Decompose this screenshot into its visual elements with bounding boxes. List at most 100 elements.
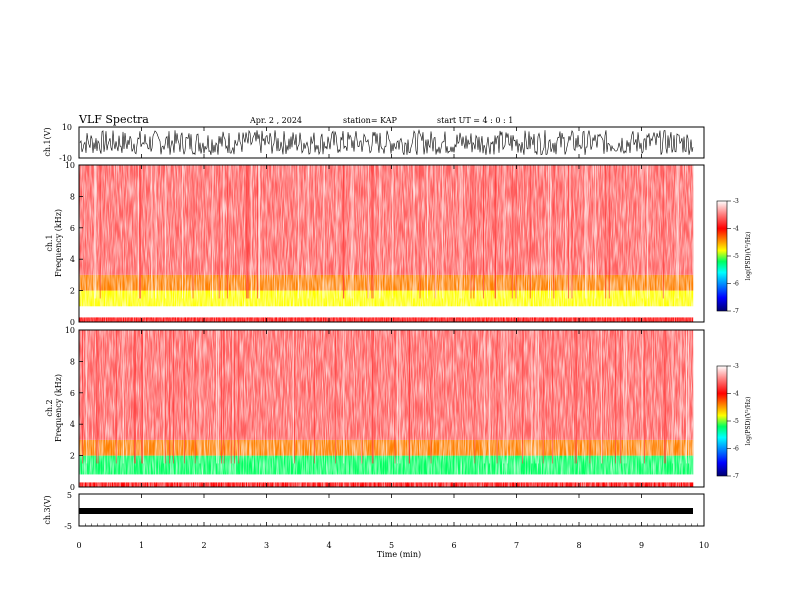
spectrogram-streak <box>143 330 145 464</box>
spectrogram-streak <box>665 330 667 464</box>
colorbar-ch1-label: log(PSD)(V²/Hz) <box>745 232 752 281</box>
ytick-label: 4 <box>70 255 75 264</box>
spectrogram-streak <box>483 165 484 299</box>
spectrogram-streak <box>531 330 533 464</box>
ytick-label: 2 <box>70 452 75 461</box>
date-label: Apr. 2 , 2024 <box>249 116 302 125</box>
spectrogram-streak <box>94 165 96 299</box>
spectrogram-streak <box>672 330 674 464</box>
waveform-ch3-panel: 5 -5 ch.3(V) <box>43 491 705 531</box>
spectrogram-streak <box>371 165 373 299</box>
spectrogram-streak <box>371 330 373 464</box>
spectrogram-streak <box>553 165 555 299</box>
ytick-label: 8 <box>70 192 75 201</box>
spectrogram-streak <box>586 165 588 299</box>
colorbar-ch2-label: log(PSD)(V²/Hz) <box>745 397 752 446</box>
spectrogram-streak <box>470 165 472 299</box>
spectrogram-streak <box>686 330 687 464</box>
spectrogram-streak <box>86 330 88 464</box>
xtick-label: 0 <box>76 541 81 550</box>
ch3-ytick-bottom: -5 <box>64 522 72 531</box>
xtick-label: 3 <box>264 541 269 550</box>
spectrogram-streak <box>223 165 225 299</box>
spectrogram-streak <box>584 165 586 299</box>
spectrogram-streak <box>552 330 554 464</box>
spectrogram-streak <box>392 165 394 299</box>
spectrogram-streak <box>184 330 185 464</box>
ytick-label: 6 <box>70 224 75 233</box>
spectrogram-ch1-yticks: 0 2 4 6 8 10 <box>65 161 83 327</box>
spectrogram-streak <box>483 330 485 464</box>
spectrogram-streak <box>122 330 124 464</box>
spectrogram-streak <box>199 330 201 464</box>
spectrogram-streak <box>234 330 235 464</box>
colorbar-tick-label: -3 <box>733 363 739 370</box>
ytick-label: 10 <box>65 161 75 170</box>
spectrogram-streak <box>677 165 679 299</box>
spectrogram-streak <box>529 165 531 299</box>
ch3-waveform-ylabel: ch.3(V) <box>43 495 52 524</box>
spectrogram-streak <box>246 165 247 299</box>
spectrogram-streak <box>589 330 591 464</box>
spectrogram-streak <box>97 330 99 464</box>
colorbar-tick-label: -5 <box>733 253 739 260</box>
colorbar-ch1-gradient <box>716 200 728 312</box>
spectrogram-streak <box>139 165 141 299</box>
spectrogram-streak <box>608 165 610 299</box>
spectrogram-streak <box>394 330 396 464</box>
spectrogram-streak <box>496 330 498 464</box>
spectrogram-streak <box>688 330 690 464</box>
spectrogram-streak <box>257 165 258 299</box>
spectrogram-streak <box>574 330 576 464</box>
spectrogram-streak <box>139 165 141 299</box>
spec1-ylabel-frequency: Frequency (kHz) <box>54 209 63 277</box>
x-axis: 0 1 2 3 4 5 6 7 8 9 10 <box>76 127 709 550</box>
spectrogram-streak <box>474 330 476 464</box>
colorbar-tick-label: -3 <box>733 198 739 205</box>
x-axis-label: Time (min) <box>377 550 421 559</box>
spectrogram-streak <box>323 165 325 299</box>
spectrogram-streak <box>217 330 219 464</box>
spectrogram-streak <box>473 165 475 299</box>
spectrogram-streak <box>95 165 97 299</box>
spectrogram-streak <box>307 165 309 299</box>
spectrogram-streak <box>511 165 513 299</box>
spectrogram-streak <box>372 330 374 464</box>
waveform-ch3-trace <box>79 508 693 514</box>
spectrogram-streak <box>238 330 240 464</box>
spectrogram-streak <box>248 165 250 299</box>
xtick-label: 7 <box>514 541 519 550</box>
spectrogram-streak <box>169 330 171 464</box>
spectrogram-ch1-image <box>79 165 704 322</box>
ytick-label: 10 <box>65 326 75 335</box>
xtick-label: 2 <box>201 541 206 550</box>
spectrogram-streak <box>641 330 643 464</box>
spectrogram-streak <box>615 330 616 464</box>
spectrogram-streak <box>226 165 228 299</box>
spectrogram-streak <box>461 165 463 299</box>
spectrogram-streak <box>571 165 573 299</box>
spectrogram-streak <box>620 330 622 464</box>
spectrogram-streak <box>396 330 398 464</box>
xtick-label: 6 <box>451 541 456 550</box>
spectrogram-streak <box>494 165 496 299</box>
spectrogram-streak <box>576 330 577 464</box>
spectrogram-streak <box>141 330 143 464</box>
colorbar-ch2: -3 -4 -5 -6 -7 log(PSD)(V²/Hz) <box>716 363 752 480</box>
ytick-label: 8 <box>70 357 75 366</box>
spectrogram-no-data <box>693 165 704 322</box>
spectrogram-streak <box>350 165 352 299</box>
spec1-ylabel-channel: ch.1 <box>45 234 54 251</box>
spectrogram-streak <box>427 165 428 299</box>
spectrogram-streak <box>292 330 294 464</box>
spectrogram-noise <box>79 165 694 322</box>
ch1-ytick-top: 10 <box>62 123 72 132</box>
spectrogram-streak <box>258 165 260 299</box>
station-label: station= KAP <box>343 116 398 125</box>
waveform-ch1-frame <box>78 126 705 159</box>
spectrogram-streak <box>663 330 665 464</box>
colorbar-tick-label: -4 <box>733 391 739 398</box>
ch1-waveform-ylabel: ch.1(V) <box>43 127 52 156</box>
spectrogram-streak <box>221 330 222 464</box>
colorbar-tick-label: -7 <box>733 473 739 480</box>
